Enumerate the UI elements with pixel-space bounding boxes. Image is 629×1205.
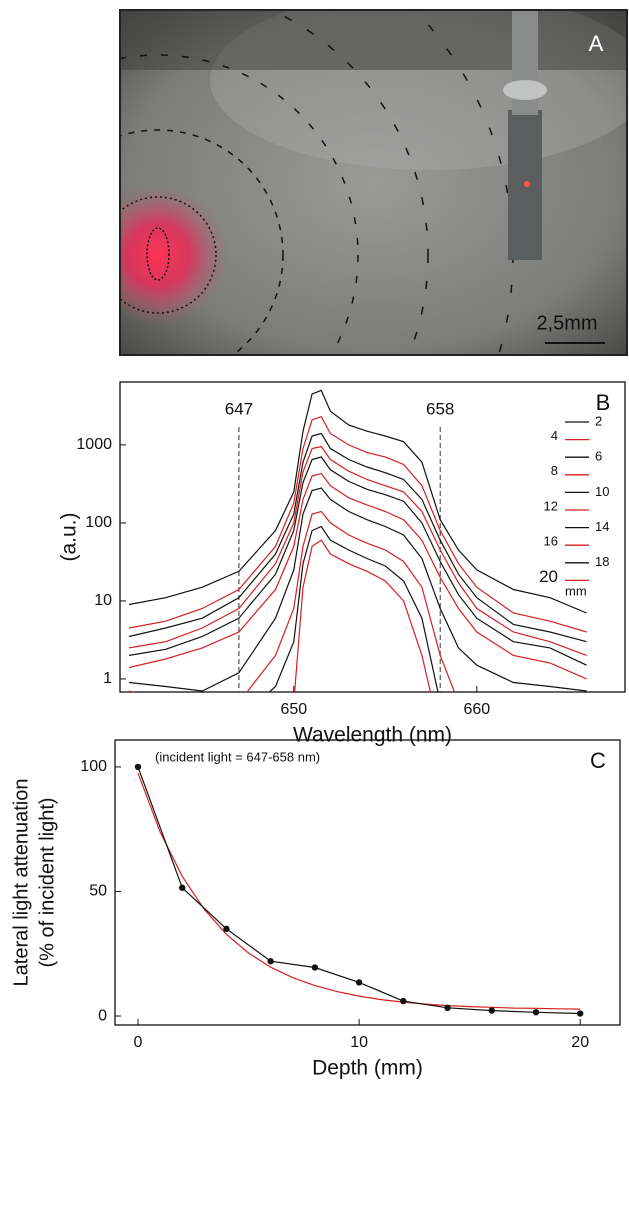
y-tick-label: 1 [103,670,112,687]
series-line [294,539,432,692]
y-axis-label: Lateral light attenuation [10,779,32,987]
reference-label: 658 [426,399,454,418]
legend-label: 6 [595,449,602,464]
series-line [128,510,456,692]
legend-label: 14 [595,519,609,534]
reference-label: 647 [225,399,253,418]
legend-label: 4 [551,428,558,443]
legend-label: 12 [544,498,558,513]
data-point [179,884,186,891]
legend-label: 18 [595,554,609,569]
y-tick-label: 1000 [76,436,112,453]
plot-frame [119,381,626,693]
y-tick-label: 50 [89,883,107,900]
y-tick-label: 0 [98,1007,107,1024]
data-point [444,1004,451,1012]
x-tick-label: 650 [280,701,307,718]
x-tick-label: 10 [350,1034,368,1051]
legend-label: 16 [544,534,558,549]
panel-label: B [596,390,611,415]
series-line [137,766,581,1015]
legend-label: 2 [595,413,602,428]
series-line [129,487,587,692]
series-line [128,472,587,680]
series-line [129,456,587,666]
series-line [128,432,587,643]
x-axis-label: Depth (mm) [312,1057,423,1080]
legend-unit: mm [565,583,587,598]
panel-label: C [590,748,606,773]
data-point [577,1010,584,1017]
y-axis-label: (% of incident light) [36,797,58,967]
legend-label: 10 [595,484,609,499]
series-line [128,389,587,614]
scale-bar-label: 2,5mm [536,312,597,334]
series-line [137,772,581,1010]
panel-label: A [589,31,604,56]
x-tick-label: 20 [571,1034,589,1051]
y-tick-label: 100 [85,514,112,531]
annotation: (incident light = 647-658 nm) [155,749,320,764]
data-point [223,925,230,933]
plot-area [128,389,587,692]
plot-area [137,766,581,1015]
photo-panel [120,10,627,355]
y-tick-label: 10 [94,592,112,609]
data-point [532,1009,540,1016]
data-point [311,964,319,971]
series-line [128,445,587,656]
y-axis-label: (a.u.) [58,512,81,561]
x-axis-label: Wavelength (nm) [293,724,452,747]
series-line [128,415,587,633]
legend-label: 20 [539,567,558,586]
legend-label: 8 [551,463,558,478]
data-point [355,979,363,986]
x-tick-label: 660 [463,701,490,718]
data-point [267,958,274,965]
plot-frame [114,739,621,1026]
data-point [488,1007,495,1014]
x-tick-label: 0 [134,1034,143,1051]
y-tick-label: 100 [80,758,107,775]
data-point [400,997,407,1005]
series-line [268,525,439,692]
data-point [134,763,142,771]
